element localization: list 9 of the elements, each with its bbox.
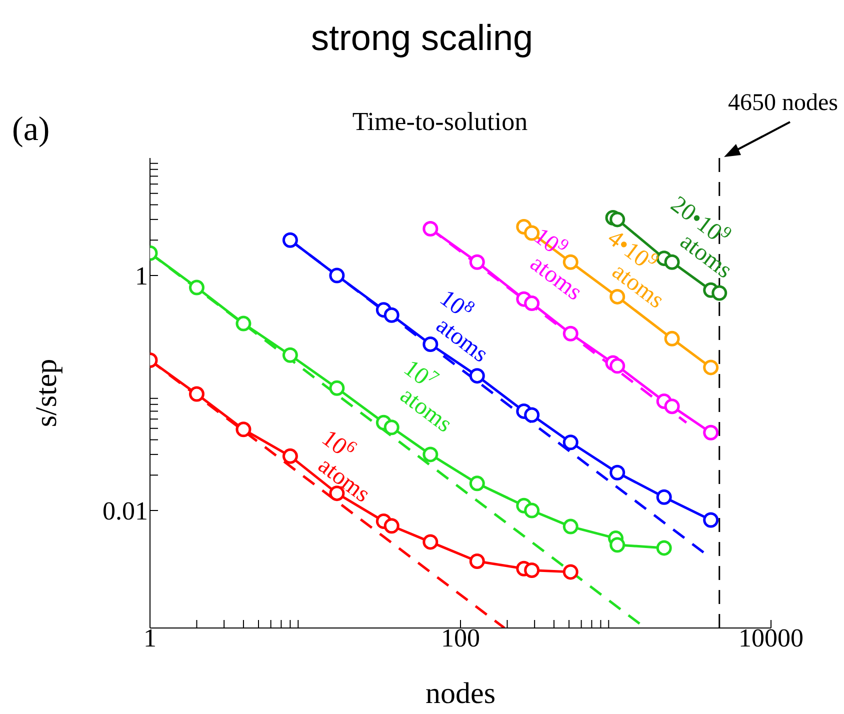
chart-subtitle: Time-to-solution xyxy=(352,107,528,136)
x-tick-label: 100 xyxy=(441,623,480,652)
x-axis-title: nodes xyxy=(426,677,496,710)
text: (a) xyxy=(12,111,50,148)
x-tick-label: 10000 xyxy=(738,623,804,652)
ref-line-label: 4650 nodes xyxy=(728,90,838,116)
y-tick-label: 0.01 xyxy=(102,496,148,526)
y-axis-title: s/step xyxy=(30,358,63,428)
chart-title: strong scaling xyxy=(310,17,534,58)
